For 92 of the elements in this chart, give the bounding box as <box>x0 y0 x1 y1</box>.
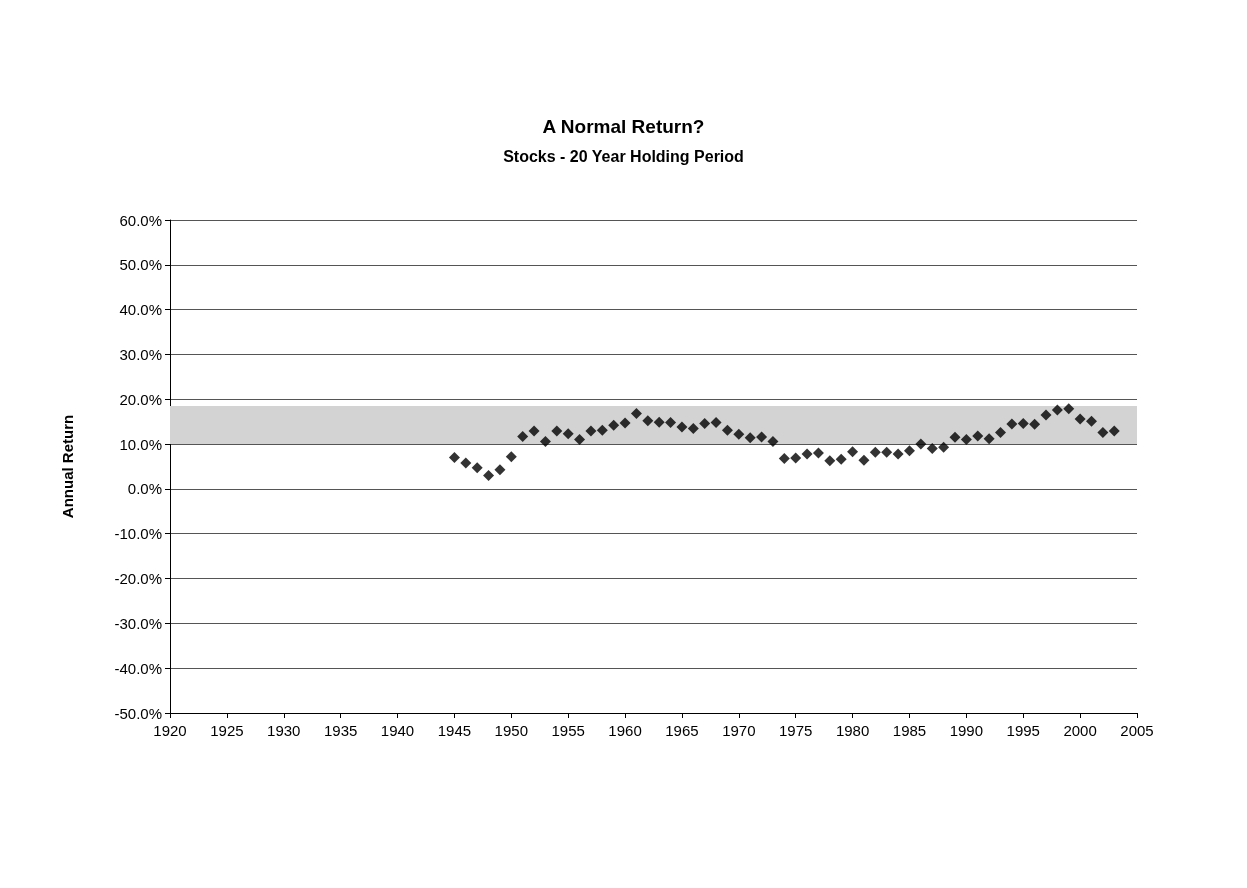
point <box>1063 403 1075 415</box>
point <box>630 408 642 420</box>
point <box>983 433 995 445</box>
x-tick-label: 1990 <box>949 722 984 739</box>
point <box>528 425 540 437</box>
point <box>505 451 517 463</box>
point <box>551 425 563 437</box>
point <box>903 445 915 457</box>
point <box>733 428 745 440</box>
point <box>881 446 893 458</box>
point <box>721 424 733 436</box>
point <box>448 452 460 464</box>
point <box>1085 415 1097 427</box>
point <box>562 428 574 440</box>
point <box>744 432 756 444</box>
point <box>949 431 961 443</box>
point <box>574 434 586 446</box>
point <box>676 421 688 433</box>
x-tick-label: 2000 <box>1063 722 1097 739</box>
point <box>994 426 1006 438</box>
point <box>790 452 802 464</box>
point <box>1029 418 1041 430</box>
point <box>699 417 711 429</box>
point <box>812 447 824 459</box>
x-tick-label: 2005 <box>1120 722 1154 739</box>
y-tick-label: 60.0% <box>119 211 162 229</box>
x-tick-label: 1980 <box>835 722 870 739</box>
point <box>1097 426 1109 438</box>
point <box>801 448 813 460</box>
y-tick-label: 0.0% <box>127 480 162 498</box>
point <box>1108 425 1120 437</box>
point <box>926 443 938 455</box>
point <box>517 430 529 442</box>
chart-title: A Normal Return? <box>542 116 705 137</box>
x-tick-label: 1940 <box>380 722 415 739</box>
x-tick-label: 1985 <box>892 722 927 739</box>
point <box>767 435 779 447</box>
x-tick-label: 1965 <box>665 722 699 739</box>
point <box>824 455 836 467</box>
y-tick-label: 10.0% <box>119 435 162 453</box>
point <box>619 417 631 429</box>
point <box>869 446 881 458</box>
x-tick-label: 1930 <box>267 722 301 739</box>
point <box>494 464 506 476</box>
point <box>471 462 483 474</box>
x-tick-label: 1925 <box>210 722 244 739</box>
point <box>1017 417 1029 429</box>
x-tick-label: 1975 <box>779 722 813 739</box>
point <box>1006 418 1018 430</box>
point <box>778 452 790 464</box>
point <box>710 417 722 429</box>
y-tick-label: -50.0% <box>114 704 162 722</box>
y-tick-label: 40.0% <box>119 301 162 319</box>
x-tick-label: 1995 <box>1006 722 1040 739</box>
point <box>653 416 665 428</box>
y-tick-label: 50.0% <box>119 256 162 274</box>
point <box>835 453 847 465</box>
x-tick-label: 1955 <box>551 722 585 739</box>
x-tick-label: 1970 <box>722 722 756 739</box>
point <box>892 448 904 460</box>
x-tick-label: 1935 <box>323 722 358 739</box>
point <box>665 417 677 429</box>
x-tick-label: 1950 <box>494 722 528 739</box>
x-tick-label: 1920 <box>153 722 187 739</box>
point <box>608 419 620 431</box>
point <box>687 422 699 434</box>
point <box>642 415 654 427</box>
point <box>847 446 859 458</box>
point <box>1040 409 1052 421</box>
point <box>1051 404 1063 416</box>
point <box>585 425 597 437</box>
point <box>1074 413 1086 425</box>
point <box>858 454 870 466</box>
point <box>915 438 927 450</box>
point <box>483 469 495 481</box>
y-tick-label: -10.0% <box>114 525 162 543</box>
y-axis-title: Annual Return <box>59 414 76 519</box>
y-tick-label: -30.0% <box>114 614 162 632</box>
x-tick-label: 1945 <box>437 722 472 739</box>
point <box>756 431 768 443</box>
y-tick-label: 30.0% <box>119 345 162 363</box>
chart-subtitle: Stocks - 20 Year Holding Period <box>503 147 744 165</box>
point <box>596 424 608 436</box>
y-tick-label: -20.0% <box>114 570 162 588</box>
y-tick-label: -40.0% <box>114 659 162 677</box>
point <box>539 435 551 447</box>
y-tick-label: 20.0% <box>119 390 162 408</box>
point <box>960 434 972 446</box>
point <box>972 430 984 442</box>
point <box>938 441 950 453</box>
point <box>460 457 472 469</box>
x-tick-label: 1960 <box>608 722 642 739</box>
